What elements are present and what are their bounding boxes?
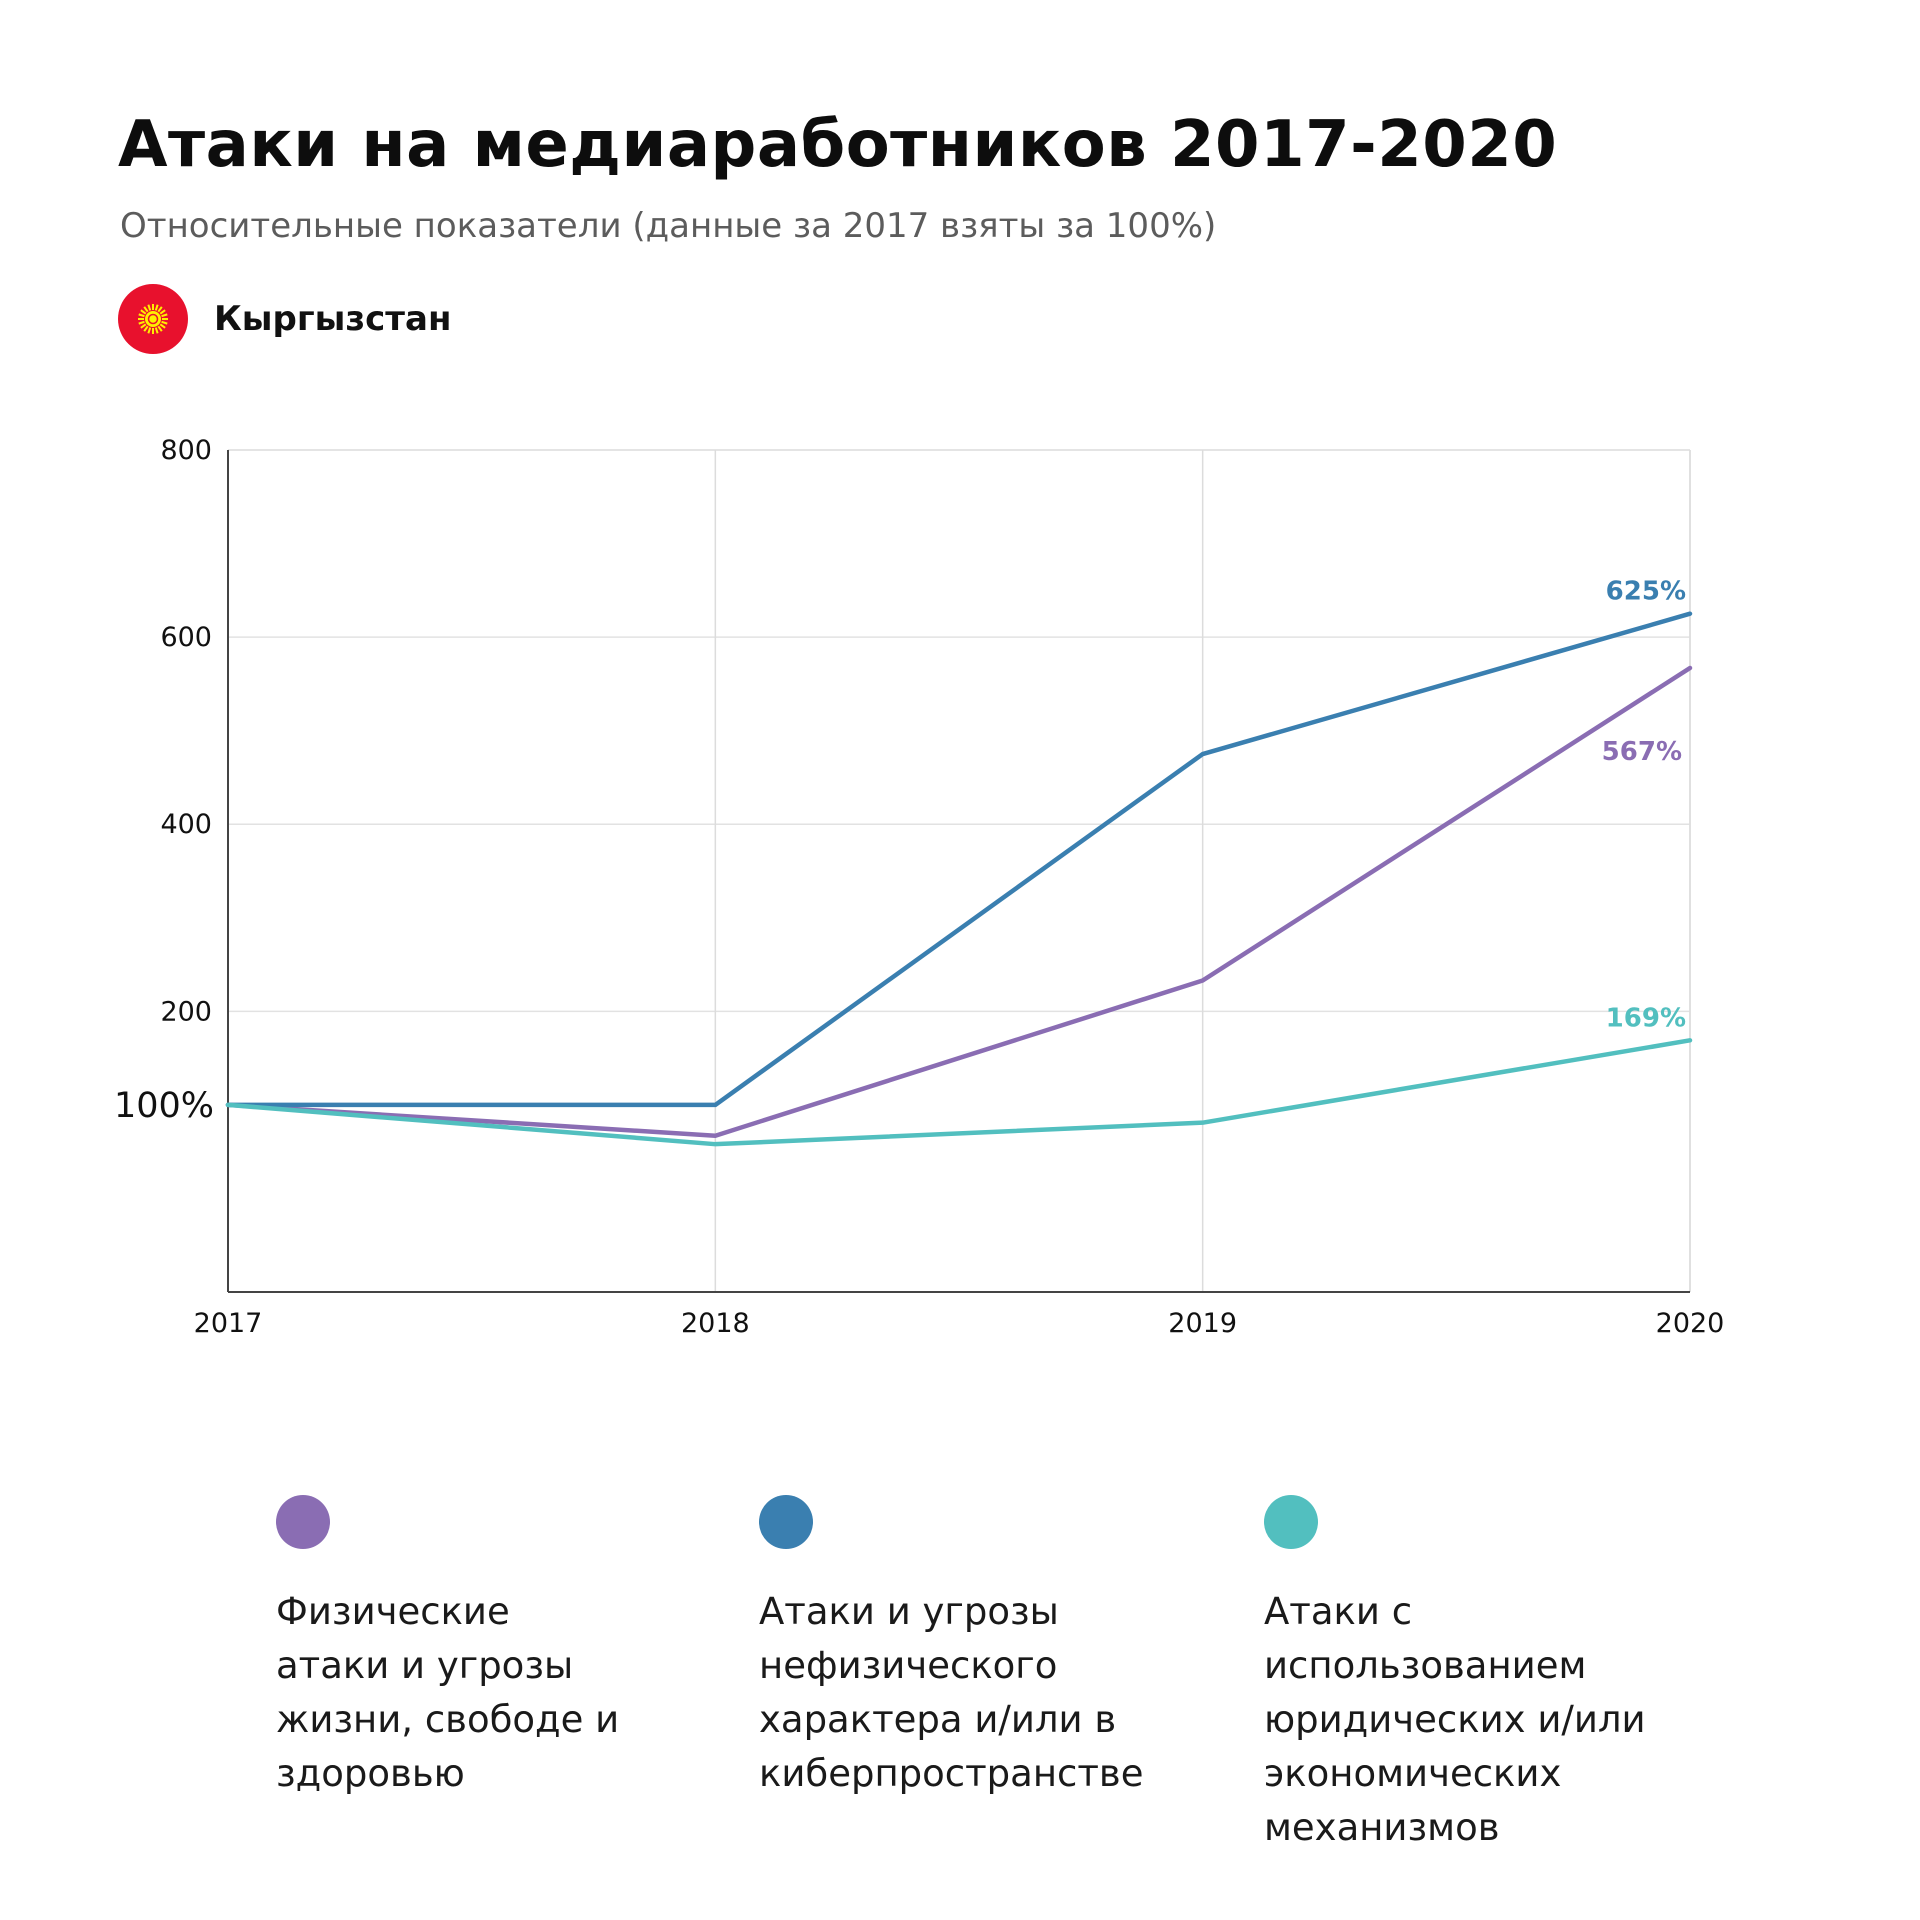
legend-item: Атаки и угрозы нефизического характера и…: [759, 1495, 1239, 1801]
y-tick-label: 600: [160, 622, 212, 653]
y-tick-label: 200: [160, 996, 212, 1027]
series-end-label-3: 169%: [1606, 1003, 1686, 1033]
y-tick-label: 800: [160, 435, 212, 466]
line-chart: 200 400 600 800 100% 2017 2018 2019 2020 567% 625%…: [114, 435, 1725, 1339]
x-tick-label: 2017: [194, 1308, 263, 1339]
kyrgyzstan-flag-icon: [118, 284, 188, 354]
legend-label: Атаки и угрозы нефизического характера и…: [759, 1590, 1144, 1795]
series-line-2: [225, 611, 1693, 1108]
legend-dot-icon: [1264, 1495, 1318, 1549]
country-name: Кыргызстан: [214, 299, 452, 339]
x-tick-label: 2020: [1656, 1308, 1725, 1339]
baseline-label: 100%: [114, 1086, 214, 1126]
series-end-label-1: 567%: [1602, 737, 1682, 767]
legend-label: Физические атаки и угрозы жизни, свободе…: [276, 1590, 620, 1795]
legend-item: Атаки с использованием юридических и/или…: [1264, 1495, 1744, 1855]
x-tick-label: 2018: [681, 1308, 750, 1339]
legend-dot-icon: [276, 1495, 330, 1549]
series-line-1: [225, 665, 1693, 1139]
chart-title: Атаки на медиаработников 2017-2020: [118, 108, 1558, 182]
legend-item: Физические атаки и угрозы жизни, свободе…: [276, 1495, 756, 1801]
country-row: Кыргызстан: [118, 284, 451, 354]
chart-subtitle: Относительные показатели (данные за 2017…: [120, 206, 1217, 246]
y-tick-label: 400: [160, 809, 212, 840]
series-end-label-2: 625%: [1606, 577, 1686, 607]
x-tick-label: 2019: [1168, 1308, 1237, 1339]
series-line-3: [225, 1038, 1693, 1147]
chart-legend: Физические атаки и угрозы жизни, свободе…: [0, 1495, 1920, 1849]
legend-dot-icon: [759, 1495, 813, 1549]
legend-label: Атаки с использованием юридических и/или…: [1264, 1590, 1646, 1849]
